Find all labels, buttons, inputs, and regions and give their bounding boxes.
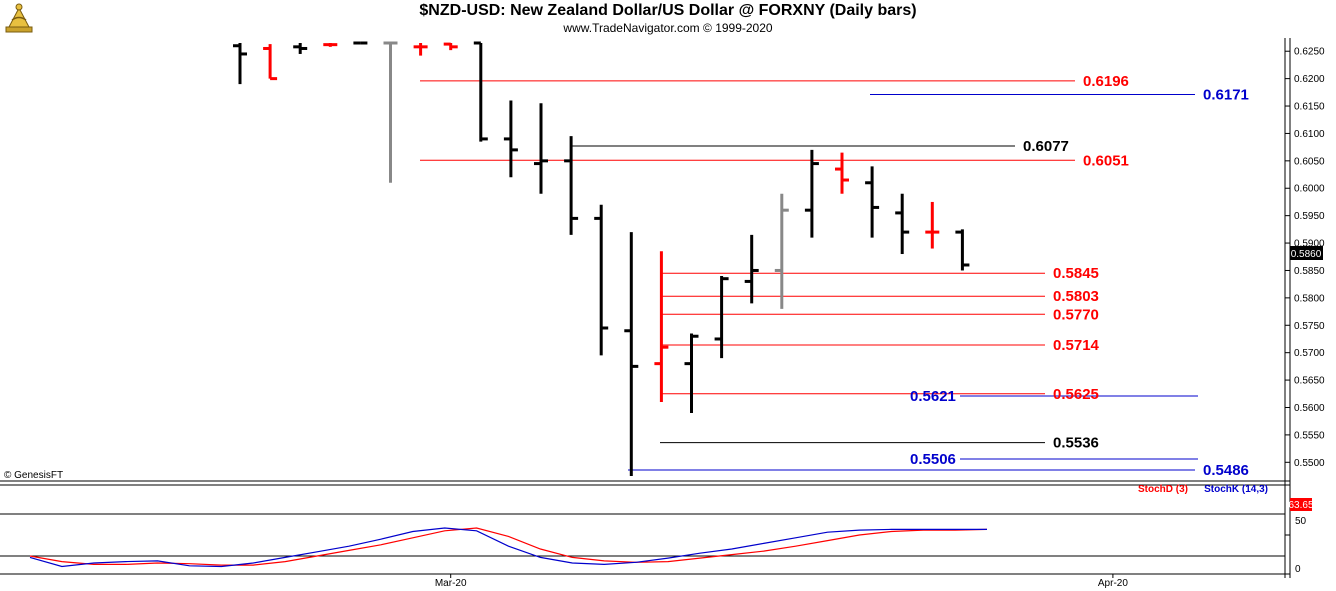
ohlc-bar: [323, 43, 338, 47]
level-label-0.5803: 0.5803: [1053, 288, 1099, 305]
ohlc-bar: [744, 234, 759, 304]
price-tick-label: 0.5600: [1294, 403, 1325, 414]
price-tick-label: 0.6250: [1294, 47, 1325, 58]
ohlc-bar: [233, 43, 247, 85]
level-label-0.6051: 0.6051: [1083, 152, 1129, 169]
ohlc-bar: [865, 166, 880, 238]
ohlc-bar: [835, 152, 849, 194]
level-label-0.6171: 0.6171: [1203, 87, 1249, 104]
level-label-0.5845: 0.5845: [1053, 265, 1099, 282]
price-tick-label: 0.5650: [1294, 376, 1325, 387]
stochastic-last-value-marker: 63.65: [1288, 498, 1314, 511]
level-label-0.5621: 0.5621: [910, 388, 956, 405]
fibonacci-level-lines: [420, 80, 1198, 471]
stoch-tick-0: 0: [1295, 564, 1301, 575]
chart-header: $NZD-USD: New Zealand Dollar/US Dollar @…: [0, 0, 1336, 38]
price-tick-label: 0.5550: [1294, 430, 1325, 441]
ohlc-bar: [955, 229, 970, 271]
level-label-0.5770: 0.5770: [1053, 306, 1099, 323]
level-label-0.5486: 0.5486: [1203, 462, 1249, 479]
ohlc-bar: [383, 41, 398, 183]
ohlc-bar: [895, 193, 910, 255]
level-label-0.6077: 0.6077: [1023, 138, 1069, 155]
time-tick-label: Mar-20: [435, 578, 467, 589]
price-tick-label: 0.5900: [1294, 239, 1325, 250]
stochastic-reference-lines: [0, 513, 1290, 557]
stoch-series-red: [29, 527, 988, 566]
price-tick-label: 0.6000: [1294, 184, 1325, 195]
price-tick-label: 0.5700: [1294, 348, 1325, 359]
copyright-label: © GenesisFT: [4, 470, 63, 481]
stochd-legend: StochD (3): [1138, 484, 1188, 495]
chart-subtitle: www.TradeNavigator.com © 1999-2020: [563, 21, 773, 35]
price-tick-label: 0.6150: [1294, 102, 1325, 113]
ohlc-bar: [413, 43, 428, 56]
level-label-0.5714: 0.5714: [1053, 337, 1100, 354]
price-tick-label: 0.5750: [1294, 321, 1325, 332]
price-tick-label: 0.5500: [1294, 458, 1325, 469]
stochastic-lines: [29, 527, 988, 568]
price-tick-label: 0.6200: [1294, 74, 1325, 85]
ohlc-bar: [925, 201, 940, 249]
ohlc-bar: [774, 193, 789, 309]
stochastic-last-value: 63.65: [1288, 500, 1313, 511]
ohlc-bar: [654, 251, 669, 403]
ohlc-bar: [624, 232, 639, 476]
price-tick-label: 0.6050: [1294, 156, 1325, 167]
level-label-0.5625: 0.5625: [1053, 386, 1099, 403]
chart-title: $NZD-USD: New Zealand Dollar/US Dollar @…: [419, 2, 917, 19]
stoch-tick-50: 50: [1295, 516, 1307, 527]
ohlc-bar: [443, 42, 458, 51]
price-tick-label: 0.5850: [1294, 266, 1325, 277]
level-label-0.5506: 0.5506: [910, 451, 956, 468]
ohlc-bar: [564, 136, 579, 235]
price-tick-label: 0.5950: [1294, 211, 1325, 222]
last-price-label: 0.5860: [1291, 249, 1322, 260]
last-price-marker: 0.5860: [1290, 246, 1323, 260]
fibonacci-level-labels: 0.61960.61710.60770.60510.58450.58030.57…: [910, 73, 1249, 479]
stochk-legend: StochK (14,3): [1204, 484, 1268, 495]
time-tick-label: Apr-20: [1098, 578, 1128, 589]
ohlc-bar: [293, 43, 308, 54]
stoch-series-blue: [29, 527, 987, 568]
price-tick-label: 0.6100: [1294, 129, 1325, 140]
ohlc-bar: [263, 44, 278, 81]
price-axis-ticks: 0.6250 0.6200 0.6150 0.6100 0.6050 0.6000 0.59…: [1285, 47, 1325, 469]
ohlc-bars: [233, 41, 970, 476]
chart-background: [0, 38, 1336, 578]
price-tick-label: 0.5800: [1294, 293, 1325, 304]
ohlc-bar: [714, 275, 729, 359]
ohlc-bar: [684, 333, 699, 413]
ohlc-bar: [594, 204, 609, 356]
ohlc-bar: [473, 41, 488, 142]
level-label-0.6196: 0.6196: [1083, 73, 1129, 90]
time-axis-labels: Mar-20 Apr-20: [435, 574, 1128, 589]
ohlc-bar: [503, 100, 518, 178]
ohlc-bar: [804, 149, 819, 238]
trade-navigator-logo-icon: [3, 2, 35, 34]
level-label-0.5536: 0.5536: [1053, 435, 1099, 452]
ohlc-bar: [534, 103, 548, 194]
